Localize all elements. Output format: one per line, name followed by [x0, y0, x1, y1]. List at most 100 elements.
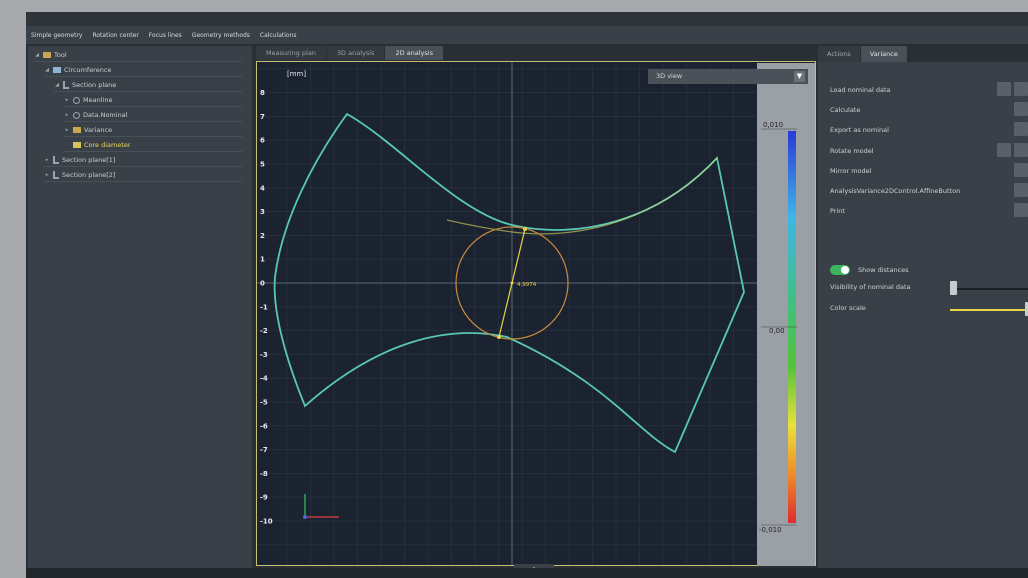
- measurement-label: 4,9974: [517, 282, 537, 288]
- y-tick-label: -8: [260, 470, 268, 478]
- expand-arrow-icon[interactable]: ▸: [65, 112, 69, 118]
- circle-icon: [73, 96, 80, 104]
- scale-min-label: -0,010: [759, 526, 782, 534]
- y-tick-label: -7: [260, 446, 268, 454]
- action-button[interactable]: [1014, 102, 1028, 116]
- 2d-analysis-plot[interactable]: [mm] 8 7 6 5 4 3 2 1 0 -1 -2 -3 -4 -5 -6 -7 -8 -9 -10 4,9974: [257, 62, 815, 565]
- plane-icon: [63, 81, 69, 89]
- y-tick-label: 1: [260, 256, 265, 264]
- tree-divider: [44, 76, 242, 77]
- diameter-endpoint: [523, 227, 527, 231]
- tree-item[interactable]: Core diameter: [64, 139, 242, 152]
- tree-item[interactable]: ▸ Data.Nominal: [64, 109, 242, 122]
- variance-panel: Show distances Visibility of nominal dat…: [818, 62, 1028, 568]
- folder-icon: [73, 127, 81, 133]
- action-label: Mirror model: [830, 167, 872, 175]
- tab-3d-analysis[interactable]: 3D analysis: [326, 46, 385, 60]
- action-label: Print: [830, 207, 845, 215]
- tree-item-label: Meanline: [83, 96, 113, 104]
- application-window: Simple geometry Rotation center Focus line…: [26, 12, 1028, 578]
- menu-item[interactable]: Rotation center: [92, 31, 139, 39]
- action-button[interactable]: [1014, 163, 1028, 177]
- tree-divider: [64, 121, 242, 122]
- color-scale-slider-handle[interactable]: [1025, 302, 1028, 316]
- menu-item[interactable]: Geometry methods: [191, 31, 250, 39]
- action-button[interactable]: [997, 82, 1011, 96]
- y-tick-label: -2: [260, 327, 268, 335]
- profile-highlight: [446, 157, 718, 235]
- tree-item[interactable]: ◢ Section plane: [54, 79, 242, 92]
- menu-item[interactable]: Calculations: [259, 31, 297, 39]
- action-label: Rotate model: [830, 147, 874, 155]
- tree-item-label: Tool: [54, 51, 67, 59]
- tree-item[interactable]: ◢ Circumference: [44, 64, 242, 77]
- tree-divider: [44, 181, 242, 182]
- expand-arrow-icon[interactable]: ◢: [55, 82, 59, 88]
- tree-item[interactable]: ▸ Section plane[2]: [44, 169, 242, 182]
- menu-item[interactable]: Simple geometry: [31, 31, 83, 39]
- expand-arrow-icon[interactable]: ◢: [35, 52, 39, 58]
- tab-variance[interactable]: Variance: [860, 46, 907, 62]
- plot-area[interactable]: [mm] 8 7 6 5 4 3 2 1 0 -1 -2 -3 -4 -5 -6 -7 -8 -9 -10 4,9974: [256, 61, 816, 566]
- expand-arrow-icon[interactable]: ▸: [45, 157, 49, 163]
- action-button[interactable]: [1014, 82, 1028, 96]
- tree-divider: [54, 91, 242, 92]
- y-tick-label: 0: [260, 280, 265, 288]
- y-tick-label: -9: [260, 494, 268, 502]
- color-scale-label: Color scale: [830, 304, 866, 312]
- view-select[interactable]: 3D view ▼: [648, 69, 808, 84]
- tree-item[interactable]: ▸ Variance: [64, 124, 242, 137]
- show-distances-toggle[interactable]: [830, 265, 850, 275]
- action-button[interactable]: [1014, 122, 1028, 136]
- tree-item-label: Core diameter: [84, 141, 131, 149]
- circle-icon: [73, 111, 80, 119]
- color-scale-slider-track[interactable]: [950, 309, 1028, 311]
- view-select-value: 3D view: [656, 72, 683, 80]
- action-button[interactable]: [1014, 203, 1028, 217]
- y-tick-label: 4: [260, 184, 265, 192]
- show-distances-label: Show distances: [858, 266, 909, 274]
- visibility-slider-handle[interactable]: [950, 281, 957, 295]
- tree-item-label: Circumference: [64, 66, 112, 74]
- y-tick-label: -5: [260, 399, 268, 407]
- profile-curve: [273, 112, 745, 454]
- expand-arrow-icon[interactable]: ◢: [45, 67, 49, 73]
- y-tick-label: -4: [260, 375, 268, 383]
- core-diameter-circle: [455, 226, 569, 340]
- tree-item[interactable]: ◢ Tool: [34, 49, 242, 62]
- y-tick-label: 7: [260, 113, 265, 121]
- folder-icon: [43, 52, 51, 58]
- tree-divider: [44, 166, 242, 167]
- expand-arrow-icon[interactable]: ▸: [45, 172, 49, 178]
- tab-2d-analysis[interactable]: 2D analysis: [385, 46, 443, 60]
- action-button[interactable]: [997, 143, 1011, 157]
- action-label: Calculate: [830, 106, 861, 114]
- y-tick-label: 3: [260, 208, 265, 216]
- tree-item[interactable]: ▸ Section plane[1]: [44, 154, 242, 167]
- status-bar: [26, 568, 1028, 578]
- view-tabs: Measuring plan 3D analysis 2D analysis: [256, 46, 816, 60]
- expand-arrow-icon[interactable]: ▸: [65, 97, 69, 103]
- menu-item[interactable]: Focus lines: [148, 31, 182, 39]
- tree-divider: [64, 136, 242, 137]
- expand-arrow-icon[interactable]: ▸: [65, 127, 69, 133]
- tree-divider: [64, 106, 242, 107]
- tab-actions[interactable]: Actions: [818, 46, 860, 62]
- tree-item[interactable]: ▸ Meanline: [64, 94, 242, 107]
- tab-measuring-plan[interactable]: Measuring plan: [256, 46, 326, 60]
- color-scale-panel: 0,010 0,00 -0,010: [757, 63, 815, 566]
- visibility-slider-track[interactable]: [950, 288, 1028, 290]
- y-tick-label: -3: [260, 351, 268, 359]
- y-tick-label: 6: [260, 137, 265, 145]
- action-label: Export as nominal: [830, 126, 889, 134]
- action-button[interactable]: [1014, 143, 1028, 157]
- y-tick-label: -6: [260, 422, 268, 430]
- unit-label: [mm]: [287, 70, 306, 78]
- plane-icon: [53, 156, 59, 164]
- scale-mid-label: 0,00: [769, 327, 785, 335]
- chevron-down-icon[interactable]: ▼: [794, 71, 805, 82]
- tree-item-label: Section plane[1]: [62, 156, 116, 164]
- y-tick-label: -10: [260, 518, 273, 526]
- tree-divider: [64, 151, 242, 152]
- action-button[interactable]: [1014, 183, 1028, 197]
